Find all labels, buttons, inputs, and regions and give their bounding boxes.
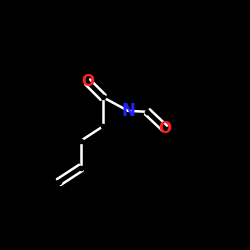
Text: O: O [81, 74, 94, 90]
Text: N: N [121, 102, 135, 120]
Text: O: O [158, 121, 171, 136]
